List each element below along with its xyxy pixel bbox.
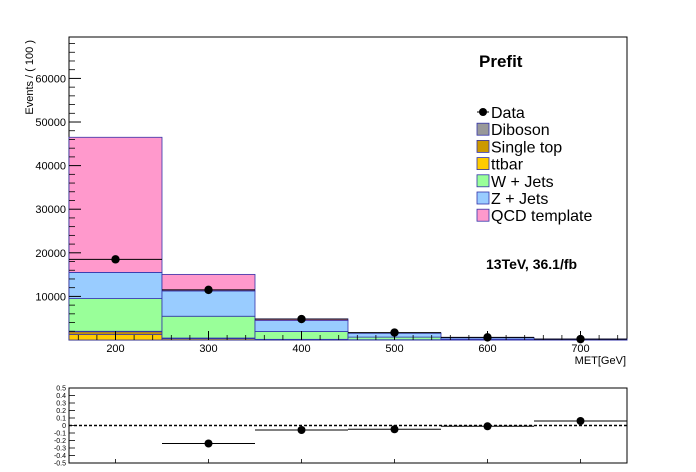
ratio-points: [162, 417, 627, 448]
y-tick-label-4: 50000: [35, 117, 66, 129]
x-tick-label-0: 200: [106, 343, 124, 355]
ratio-y-tick-label-5: 0: [62, 423, 66, 430]
legend-label-single-top: Single top: [491, 139, 562, 156]
bar-w-jets-bin-0: [68, 298, 163, 332]
legend-swatch-w-jets: [476, 174, 490, 188]
x-tick-label-4: 600: [478, 343, 496, 355]
legend-swatch-single-top: [476, 139, 490, 153]
legend-label-data: Data: [491, 105, 525, 122]
y-tick-label-3: 40000: [35, 161, 66, 173]
ratio-y-tick-label-4: -0.1: [54, 431, 66, 438]
legend-swatch-ttbar: [476, 157, 490, 171]
x-tick-label-3: 500: [385, 343, 403, 355]
ratio-point-2: [390, 425, 399, 434]
legend-swatch-diboson: [476, 122, 490, 136]
ratio-y-tick-label-8: 0.3: [56, 401, 66, 408]
ratio-y-tick-label-1: -0.4: [54, 453, 66, 460]
x-tick-label-5: 700: [571, 343, 589, 355]
ratio-y-tick-label-10: 0.5: [56, 386, 66, 393]
ratio-point-0: [204, 439, 213, 448]
legend-swatch-qcd-template: [476, 208, 490, 222]
bar-qcd-template-bin-0: [68, 136, 163, 273]
legend-label-z-jets: Z + Jets: [491, 191, 548, 208]
legend-label-qcd-template: QCD template: [491, 208, 592, 225]
chart-subtitle: 13TeV, 36.1/fb: [486, 256, 577, 272]
y-tick-label-2: 30000: [35, 204, 66, 216]
x-tick-label-2: 400: [292, 343, 310, 355]
main-y-axis: 10000 20000 30000 40000 50000 60000: [35, 43, 81, 332]
y-tick-label-1: 20000: [35, 248, 66, 260]
x-tick-label-1: 300: [199, 343, 217, 355]
data-point-2: [297, 314, 306, 324]
ratio-y-tick-label-7: 0.2: [56, 408, 66, 415]
legend-label-w-jets: W + Jets: [491, 174, 554, 191]
y-tick-label-5: 60000: [35, 73, 66, 85]
legend-swatch-z-jets: [476, 191, 490, 205]
y-axis-label: Events / ( 100 ): [24, 40, 36, 115]
bar-z-jets-bin-1: [161, 290, 256, 317]
data-point-0: [111, 255, 120, 264]
y-tick-label-0: 10000: [35, 291, 66, 303]
ratio-y-tick-label-0: -0.5: [54, 461, 66, 468]
ratio-y-axis: -0.5-0.4-0.3-0.2-0.100.10.20.30.40.5: [54, 386, 75, 468]
legend-label-diboson: Diboson: [491, 122, 550, 139]
ratio-x-axis: [115, 459, 581, 463]
ratio-y-tick-label-2: -0.3: [54, 446, 66, 453]
ratio-y-tick-label-9: 0.4: [56, 393, 66, 400]
chart-title: Prefit: [479, 52, 523, 71]
ratio-y-tick-label-6: 0.1: [56, 416, 66, 423]
ratio-y-tick-label-3: -0.2: [54, 438, 66, 445]
ratio-point-4: [576, 417, 585, 425]
bar-z-jets-bin-0: [68, 272, 163, 299]
ratio-point-1: [297, 426, 306, 434]
ratio-point-3: [483, 422, 492, 431]
legend-label-ttbar: ttbar: [491, 157, 524, 174]
data-point-1: [204, 285, 213, 295]
x-axis-label: MET[GeV]: [575, 355, 626, 367]
main-x-axis: 200 300 400 500 600 700: [77, 331, 619, 355]
